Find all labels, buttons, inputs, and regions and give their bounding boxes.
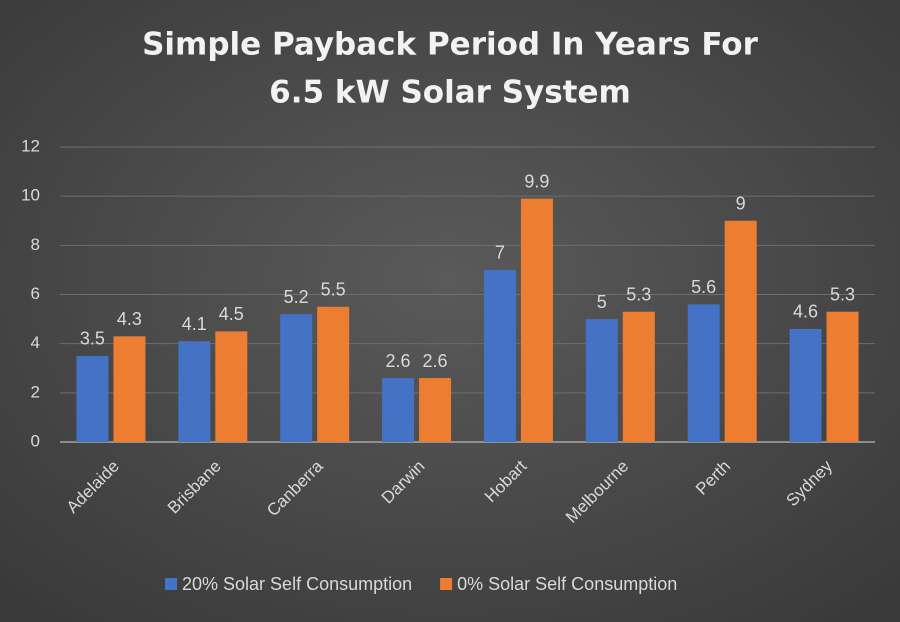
y-tick-label: 8 bbox=[31, 235, 40, 254]
data-label: 4.6 bbox=[793, 302, 818, 322]
data-label: 7 bbox=[495, 243, 505, 263]
bar bbox=[215, 331, 248, 442]
y-tick-label: 10 bbox=[21, 186, 40, 205]
bar bbox=[113, 336, 146, 442]
bar bbox=[178, 341, 211, 442]
y-tick-label: 6 bbox=[31, 284, 40, 303]
data-label: 4.1 bbox=[182, 314, 207, 334]
bar bbox=[317, 306, 350, 442]
bar bbox=[483, 269, 516, 442]
bar bbox=[280, 314, 313, 442]
legend-label: 0% Solar Self Consumption bbox=[457, 574, 677, 594]
chart-title: Simple Payback Period In Years For bbox=[142, 27, 758, 63]
data-label: 2.6 bbox=[386, 351, 411, 371]
data-label: 5.6 bbox=[691, 277, 716, 297]
data-label: 9 bbox=[736, 194, 746, 214]
bar bbox=[419, 378, 452, 442]
data-label: 5.3 bbox=[626, 284, 651, 304]
bar bbox=[826, 311, 859, 442]
bar bbox=[687, 304, 720, 442]
bar bbox=[724, 220, 757, 442]
y-tick-label: 4 bbox=[31, 333, 40, 352]
data-label: 5.2 bbox=[284, 287, 309, 307]
legend-swatch bbox=[165, 578, 177, 590]
data-label: 4.3 bbox=[117, 309, 142, 329]
y-tick-label: 12 bbox=[21, 136, 40, 155]
legend-label: 20% Solar Self Consumption bbox=[182, 574, 412, 594]
data-label: 5.5 bbox=[321, 280, 346, 300]
bar bbox=[76, 355, 109, 442]
chart-title: 6.5 kW Solar System bbox=[269, 75, 631, 111]
data-label: 3.5 bbox=[80, 329, 105, 349]
data-label: 2.6 bbox=[423, 351, 448, 371]
data-label: 9.9 bbox=[524, 171, 549, 191]
bar bbox=[789, 328, 822, 442]
bar bbox=[622, 311, 655, 442]
data-label: 4.5 bbox=[219, 304, 244, 324]
y-tick-label: 2 bbox=[31, 382, 40, 401]
data-label: 5.3 bbox=[830, 284, 855, 304]
bar bbox=[520, 198, 553, 442]
data-label: 5 bbox=[597, 292, 607, 312]
bar bbox=[585, 319, 618, 442]
y-tick-label: 0 bbox=[31, 431, 40, 450]
bar bbox=[382, 378, 415, 442]
legend-swatch bbox=[440, 578, 453, 590]
